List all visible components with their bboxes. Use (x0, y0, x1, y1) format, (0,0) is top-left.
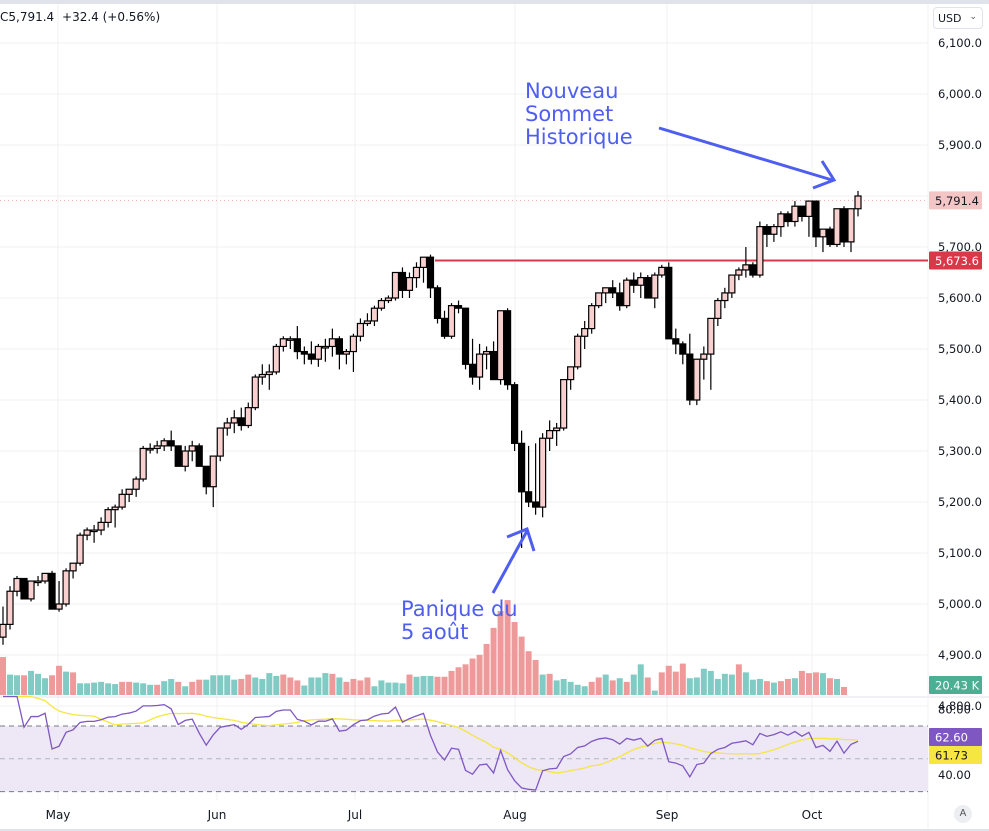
svg-text:5,900.0: 5,900.0 (938, 138, 982, 152)
axis-badges: 5,791.4 5,673.6 20.43 K 62.60 61.73 (929, 191, 982, 764)
svg-text:5,400.0: 5,400.0 (938, 393, 982, 407)
svg-text:5,673.6: 5,673.6 (935, 254, 979, 268)
svg-text:Oct: Oct (802, 808, 823, 822)
svg-text:5,700.0: 5,700.0 (938, 240, 982, 254)
candlesticks (0, 190, 862, 645)
svg-text:20.43 K: 20.43 K (935, 679, 980, 693)
price-legend: C5,791.4 +32.4 (+0.56%) (0, 10, 164, 24)
svg-text:62.60: 62.60 (935, 731, 968, 745)
svg-text:Aug: Aug (503, 808, 526, 822)
annotation-line: Panique du (401, 597, 518, 621)
svg-text:Jun: Jun (207, 808, 227, 822)
annotation-line: Historique (525, 125, 633, 149)
legend-price: C5,791.4 (0, 10, 55, 24)
rsi-pane (0, 695, 928, 793)
svg-text:40.00: 40.00 (938, 768, 971, 782)
svg-text:May: May (46, 808, 71, 822)
resistance-line (0, 199, 928, 262)
bottom-border (0, 829, 989, 831)
svg-text:5,791.4: 5,791.4 (935, 194, 979, 208)
auto-scale-button[interactable]: A (954, 805, 972, 823)
svg-text:5,500.0: 5,500.0 (938, 342, 982, 356)
top-border (0, 0, 989, 4)
svg-text:5,000.0: 5,000.0 (938, 597, 982, 611)
time-axis[interactable]: May Jun Jul Aug Sep Oct (46, 808, 823, 822)
annotation-arrows (491, 126, 837, 594)
svg-text:Sep: Sep (656, 808, 679, 822)
svg-text:4,800.0: 4,800.0 (938, 699, 982, 713)
volume-bars (0, 600, 847, 695)
svg-text:6,100.0: 6,100.0 (938, 36, 982, 50)
currency-select[interactable]: USD ⌄ (933, 7, 983, 29)
svg-text:4,900.0: 4,900.0 (938, 648, 982, 662)
annotation-new-high: Nouveau Sommet Historique (525, 80, 633, 149)
chevron-down-icon: ⌄ (969, 12, 977, 22)
price-axis[interactable]: 6,100.06,000.05,900.05,800.05,700.05,600… (938, 36, 982, 782)
annotation-panic: Panique du 5 août (401, 598, 518, 644)
svg-text:6,000.0: 6,000.0 (938, 87, 982, 101)
svg-text:61.73: 61.73 (935, 749, 968, 763)
annotation-line: Nouveau (525, 79, 619, 103)
svg-text:Jul: Jul (347, 808, 362, 822)
svg-text:5,300.0: 5,300.0 (938, 444, 982, 458)
legend-change: +32.4 (+0.56%) (62, 10, 161, 24)
annotation-line: 5 août (401, 620, 469, 644)
svg-text:5,100.0: 5,100.0 (938, 546, 982, 560)
annotation-line: Sommet (525, 102, 614, 126)
svg-text:5,600.0: 5,600.0 (938, 291, 982, 305)
currency-value: USD (938, 12, 962, 25)
svg-text:5,200.0: 5,200.0 (938, 495, 982, 509)
svg-text:80.00: 80.00 (938, 703, 971, 717)
